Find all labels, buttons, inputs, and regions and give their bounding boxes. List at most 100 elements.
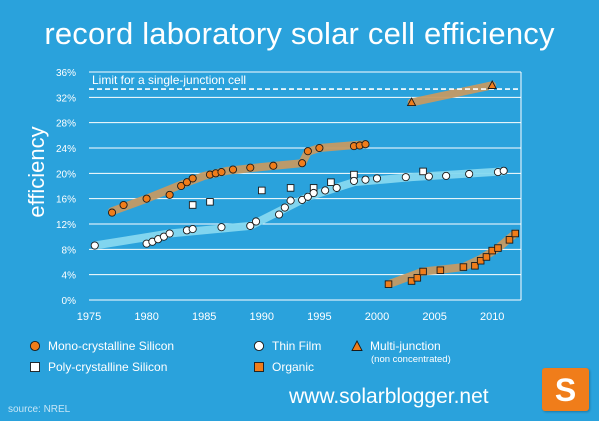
data-point [511,229,519,238]
data-point [482,253,491,261]
data-point [424,172,433,181]
data-point [298,159,307,168]
data-point [303,192,312,201]
trend-band [90,167,508,250]
data-point [349,176,359,185]
legend-label: Multi-junction [370,339,441,353]
data-point [251,217,261,226]
data-point [188,174,197,183]
data-point [315,143,324,153]
data-point [471,262,479,270]
data-point [384,280,393,288]
data-point [217,168,226,177]
y-tick-label: 36% [56,68,76,79]
data-point [332,183,341,192]
y-tick-label: 16% [56,195,76,206]
trend-band [384,229,520,289]
x-tick-label: 1985 [192,311,216,323]
data-point [413,274,422,282]
data-point [286,196,295,205]
white-square-icon [30,362,40,372]
chart-title: record laboratory solar cell efficiency [44,16,555,51]
data-point [206,198,214,206]
data-point [401,173,410,182]
orange-circle-icon [29,340,41,352]
y-tick-label: 20% [56,169,76,180]
limit-line-group: Limit for a single-junction cell [89,73,521,90]
axis-labels: 0% 4% 8% 12% 16% 20% 24% 28% 32% 36% 1975 1980 1985 1… [56,68,504,323]
data-point [182,178,191,187]
orange-square-icon [254,362,264,372]
data-point [459,263,468,271]
data-point [419,267,427,276]
data-point [494,244,502,252]
data-point [258,186,266,195]
data-point [228,165,238,174]
data-point [442,171,451,180]
x-tick-label: 1990 [250,311,274,323]
data-point [188,201,197,209]
data-point [436,266,445,274]
trend-band [108,140,370,216]
data-point [303,147,312,156]
legend-organic: Organic [253,360,314,374]
data-point [142,194,151,203]
data-point [419,167,427,176]
data-point [465,169,474,179]
y-tick-label: 12% [56,220,76,231]
data-point [275,210,284,219]
data-point [321,186,330,195]
data-points [90,80,519,288]
legend-poly-crystalline: Poly-crystalline Silicon [29,360,167,374]
data-point [361,140,370,149]
data-point [280,203,289,212]
data-point [90,241,99,250]
legend-label: Thin Film [272,339,322,353]
x-tick-label: 2005 [422,311,446,323]
data-point [165,229,174,238]
y-tick-label: 8% [62,245,77,256]
data-point [372,174,382,183]
legend-multi-junction: Multi-junction [351,339,441,353]
trend-band [407,81,497,107]
data-point [217,223,226,232]
data-point [309,188,318,198]
y-tick-label: 4% [62,271,77,282]
orange-triangle-icon [351,340,363,351]
y-tick-label: 24% [56,144,76,155]
data-point [499,166,508,175]
legend-label: Poly-crystalline Silicon [48,360,168,374]
y-tick-label: 28% [56,119,76,130]
x-tick-label: 1995 [307,311,331,323]
data-point [327,178,335,186]
data-point [476,256,485,265]
data-point [165,190,174,199]
legend-multi-junction-note: (non concentrated) [371,354,451,365]
x-tick-label: 1980 [134,311,158,323]
y-tick-label: 32% [56,93,76,104]
y-axis-label: efficiency [24,126,49,217]
logo-letter: S [554,372,577,408]
x-tick-label: 1975 [77,311,101,323]
data-point [119,200,128,210]
data-point [246,163,255,172]
data-point [188,225,197,234]
data-point [246,221,255,230]
website-link[interactable]: www.solarblogger.net [289,385,489,408]
data-point [487,80,497,89]
y-tick-label: 0% [62,296,77,307]
legend-mono-crystalline: Mono-crystalline Silicon [29,339,174,353]
data-point [505,236,514,244]
data-point [107,208,117,217]
data-point [269,161,278,170]
solarblogger-logo: S [542,368,589,411]
x-tick-label: 2010 [480,311,504,323]
legend-label: Mono-crystalline Silicon [48,339,175,353]
source-note: source: NREL [8,404,71,415]
limit-line-label: Limit for a single-junction cell [92,73,246,87]
data-point [406,97,417,107]
grid [89,71,522,301]
data-point [177,181,186,191]
